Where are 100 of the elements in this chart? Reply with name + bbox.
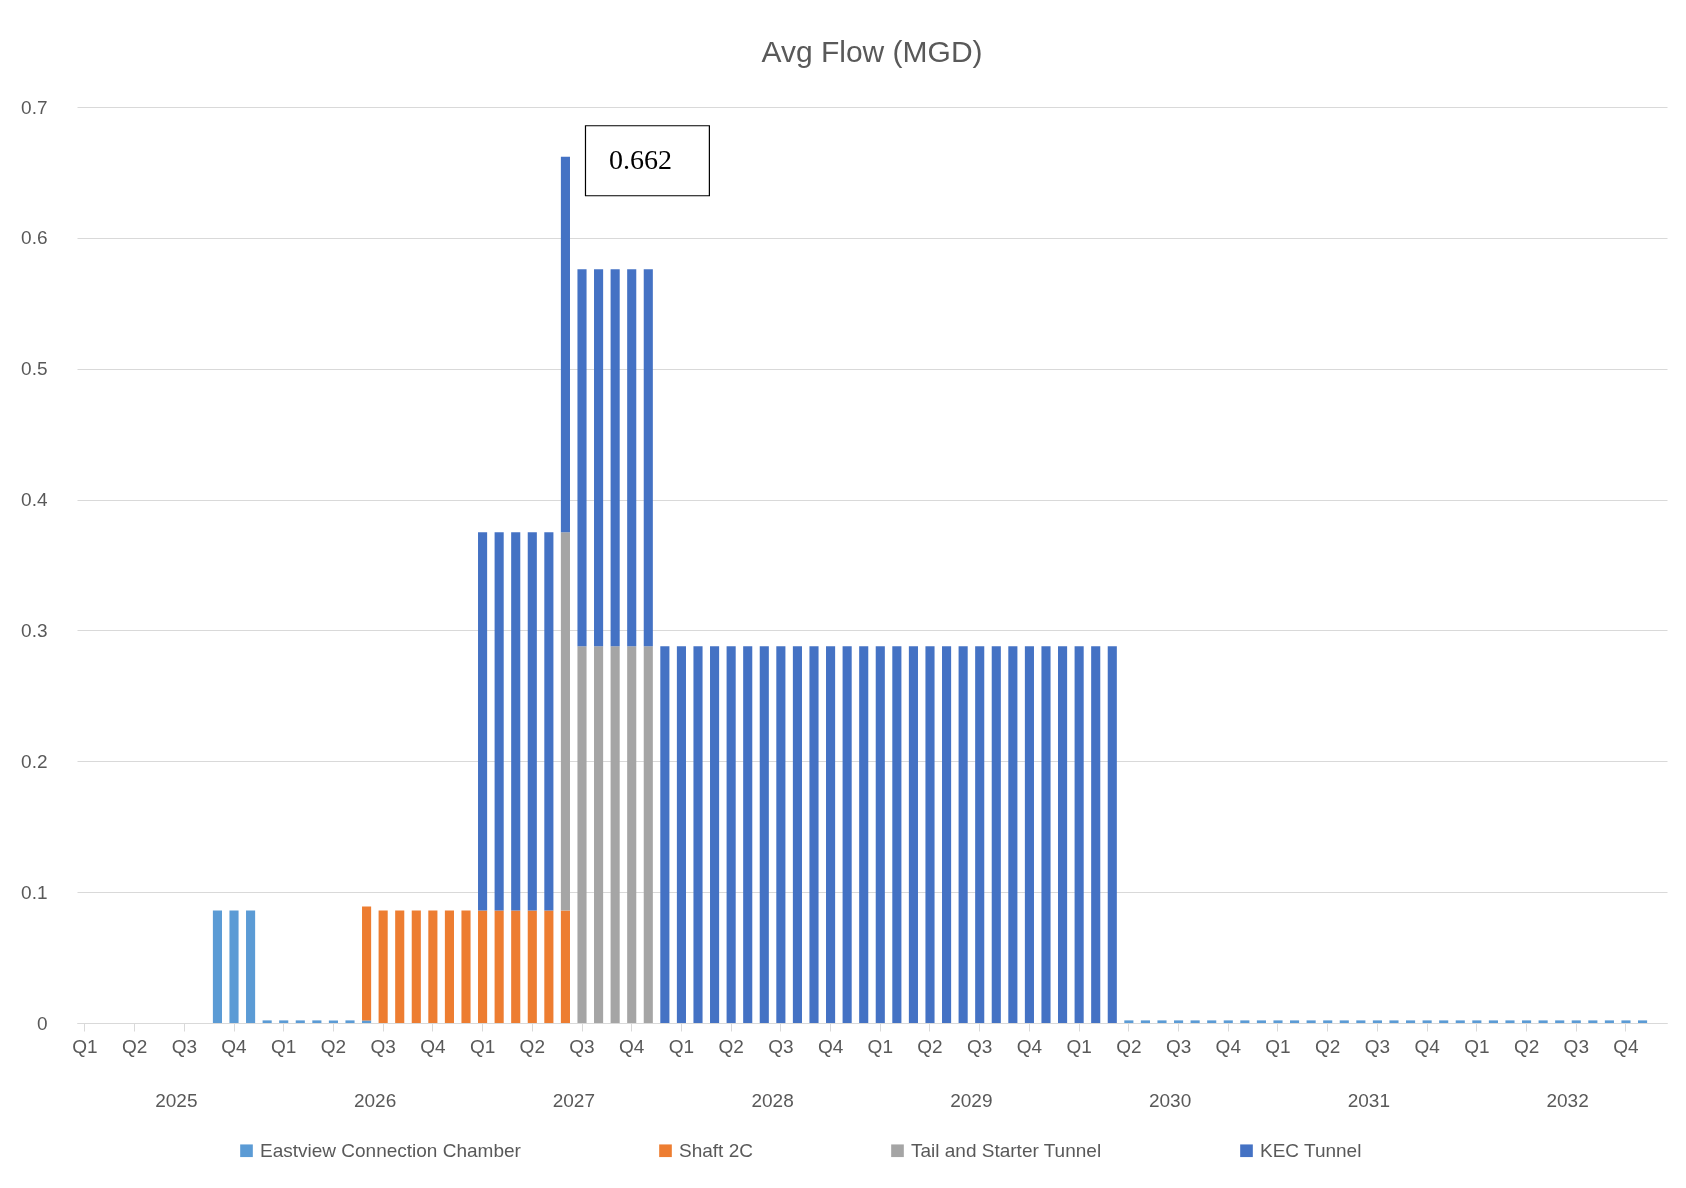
text: 2028 bbox=[751, 1090, 794, 1111]
x-tick-label: Q1 bbox=[271, 1035, 297, 1057]
bar bbox=[577, 269, 587, 647]
x-tick-label: Q2 bbox=[917, 1035, 943, 1057]
bar bbox=[1621, 1020, 1631, 1023]
bar bbox=[643, 646, 653, 1023]
bar bbox=[511, 910, 521, 1023]
bar bbox=[461, 910, 471, 1023]
bar bbox=[494, 532, 504, 911]
bar bbox=[627, 646, 637, 1023]
y-tick-label: 0.3 bbox=[21, 619, 48, 641]
text: 2031 bbox=[1347, 1090, 1391, 1111]
bar bbox=[1041, 646, 1051, 1023]
bar bbox=[826, 646, 836, 1023]
bar bbox=[759, 646, 769, 1023]
y-tick-label: 0 bbox=[36, 1012, 48, 1034]
bar bbox=[1439, 1020, 1449, 1023]
x-tick-label: Q3 bbox=[768, 1035, 794, 1057]
bar bbox=[643, 269, 653, 647]
bar bbox=[660, 646, 670, 1023]
bar bbox=[1488, 1020, 1498, 1023]
x-tick-label: Q3 bbox=[1364, 1035, 1391, 1057]
bar bbox=[1538, 1020, 1548, 1023]
bar bbox=[594, 269, 604, 647]
x-tick-label: Q1 bbox=[72, 1035, 98, 1057]
x-tick-label: Q2 bbox=[320, 1035, 347, 1057]
bar bbox=[842, 646, 852, 1023]
bar bbox=[312, 1020, 322, 1023]
bar bbox=[1588, 1020, 1598, 1023]
y-tick-label: 0.4 bbox=[21, 489, 48, 511]
bar bbox=[809, 646, 819, 1023]
bar bbox=[1240, 1020, 1250, 1023]
bar bbox=[1190, 1020, 1200, 1023]
bar bbox=[1555, 1020, 1565, 1023]
bar bbox=[1372, 1020, 1382, 1023]
bar bbox=[792, 646, 802, 1023]
y-tick-label: 0.1 bbox=[21, 881, 48, 903]
bar bbox=[743, 646, 753, 1023]
bar bbox=[1522, 1020, 1532, 1023]
x-tick-label: Q4 bbox=[420, 1035, 446, 1057]
bar bbox=[1024, 646, 1034, 1023]
text: 2030 bbox=[1148, 1090, 1192, 1111]
bar bbox=[726, 646, 736, 1023]
bar bbox=[577, 646, 587, 1023]
x-tick-label: Q3 bbox=[967, 1035, 993, 1057]
bar bbox=[295, 1020, 305, 1023]
bar bbox=[527, 532, 537, 911]
bar bbox=[1290, 1020, 1300, 1023]
bar bbox=[494, 910, 504, 1023]
x-tick-label: Q3 bbox=[569, 1035, 595, 1057]
bar bbox=[1107, 646, 1117, 1023]
text: 2025 bbox=[155, 1090, 198, 1111]
x-tick-label: Q2 bbox=[1513, 1035, 1540, 1057]
bar bbox=[1389, 1020, 1399, 1023]
bar bbox=[560, 156, 570, 533]
bar bbox=[1505, 1020, 1515, 1023]
bar bbox=[1207, 1020, 1217, 1023]
bar bbox=[1406, 1020, 1416, 1023]
bar bbox=[1008, 646, 1018, 1023]
bar bbox=[246, 910, 256, 1023]
bar bbox=[610, 269, 620, 647]
bar bbox=[776, 646, 786, 1023]
bar bbox=[594, 646, 604, 1023]
y-tick-label: 0.2 bbox=[21, 750, 48, 772]
bar bbox=[1256, 1020, 1266, 1023]
bar bbox=[395, 910, 405, 1023]
bar bbox=[1058, 646, 1068, 1023]
bar bbox=[362, 1020, 372, 1023]
legend-label: Shaft 2C bbox=[679, 1139, 753, 1161]
x-tick-label: Q2 bbox=[718, 1035, 744, 1057]
bar bbox=[527, 910, 537, 1023]
legend-label: KEC Tunnel bbox=[1260, 1139, 1362, 1161]
x-tick-label: Q4 bbox=[1613, 1035, 1640, 1057]
bar bbox=[627, 269, 637, 647]
bar bbox=[1455, 1020, 1465, 1023]
bar bbox=[1140, 1020, 1150, 1023]
x-tick-label: Q4 bbox=[817, 1035, 844, 1057]
text: 2032 bbox=[1546, 1090, 1589, 1111]
bar bbox=[892, 646, 902, 1023]
x-tick-label: Q1 bbox=[668, 1035, 695, 1057]
bar bbox=[925, 646, 935, 1023]
x-tick-label: Q1 bbox=[469, 1035, 496, 1057]
bar bbox=[710, 646, 720, 1023]
x-tick-label: Q4 bbox=[221, 1035, 248, 1057]
bar bbox=[991, 646, 1001, 1023]
bar bbox=[610, 646, 620, 1023]
bar bbox=[411, 910, 421, 1023]
bar bbox=[212, 910, 222, 1023]
x-tick-label: Q4 bbox=[1414, 1035, 1441, 1057]
total-label: 0.662 bbox=[608, 143, 672, 175]
x-tick-label: Q2 bbox=[121, 1035, 148, 1057]
bar bbox=[1091, 646, 1101, 1023]
bar bbox=[1306, 1020, 1316, 1023]
bar bbox=[676, 646, 686, 1023]
x-tick-label: Q1 bbox=[1464, 1035, 1490, 1057]
bar bbox=[1157, 1020, 1167, 1023]
text: 2026 bbox=[353, 1090, 397, 1111]
bar bbox=[958, 646, 968, 1023]
bar bbox=[362, 906, 372, 1021]
x-tick-label: Q3 bbox=[1563, 1035, 1589, 1057]
